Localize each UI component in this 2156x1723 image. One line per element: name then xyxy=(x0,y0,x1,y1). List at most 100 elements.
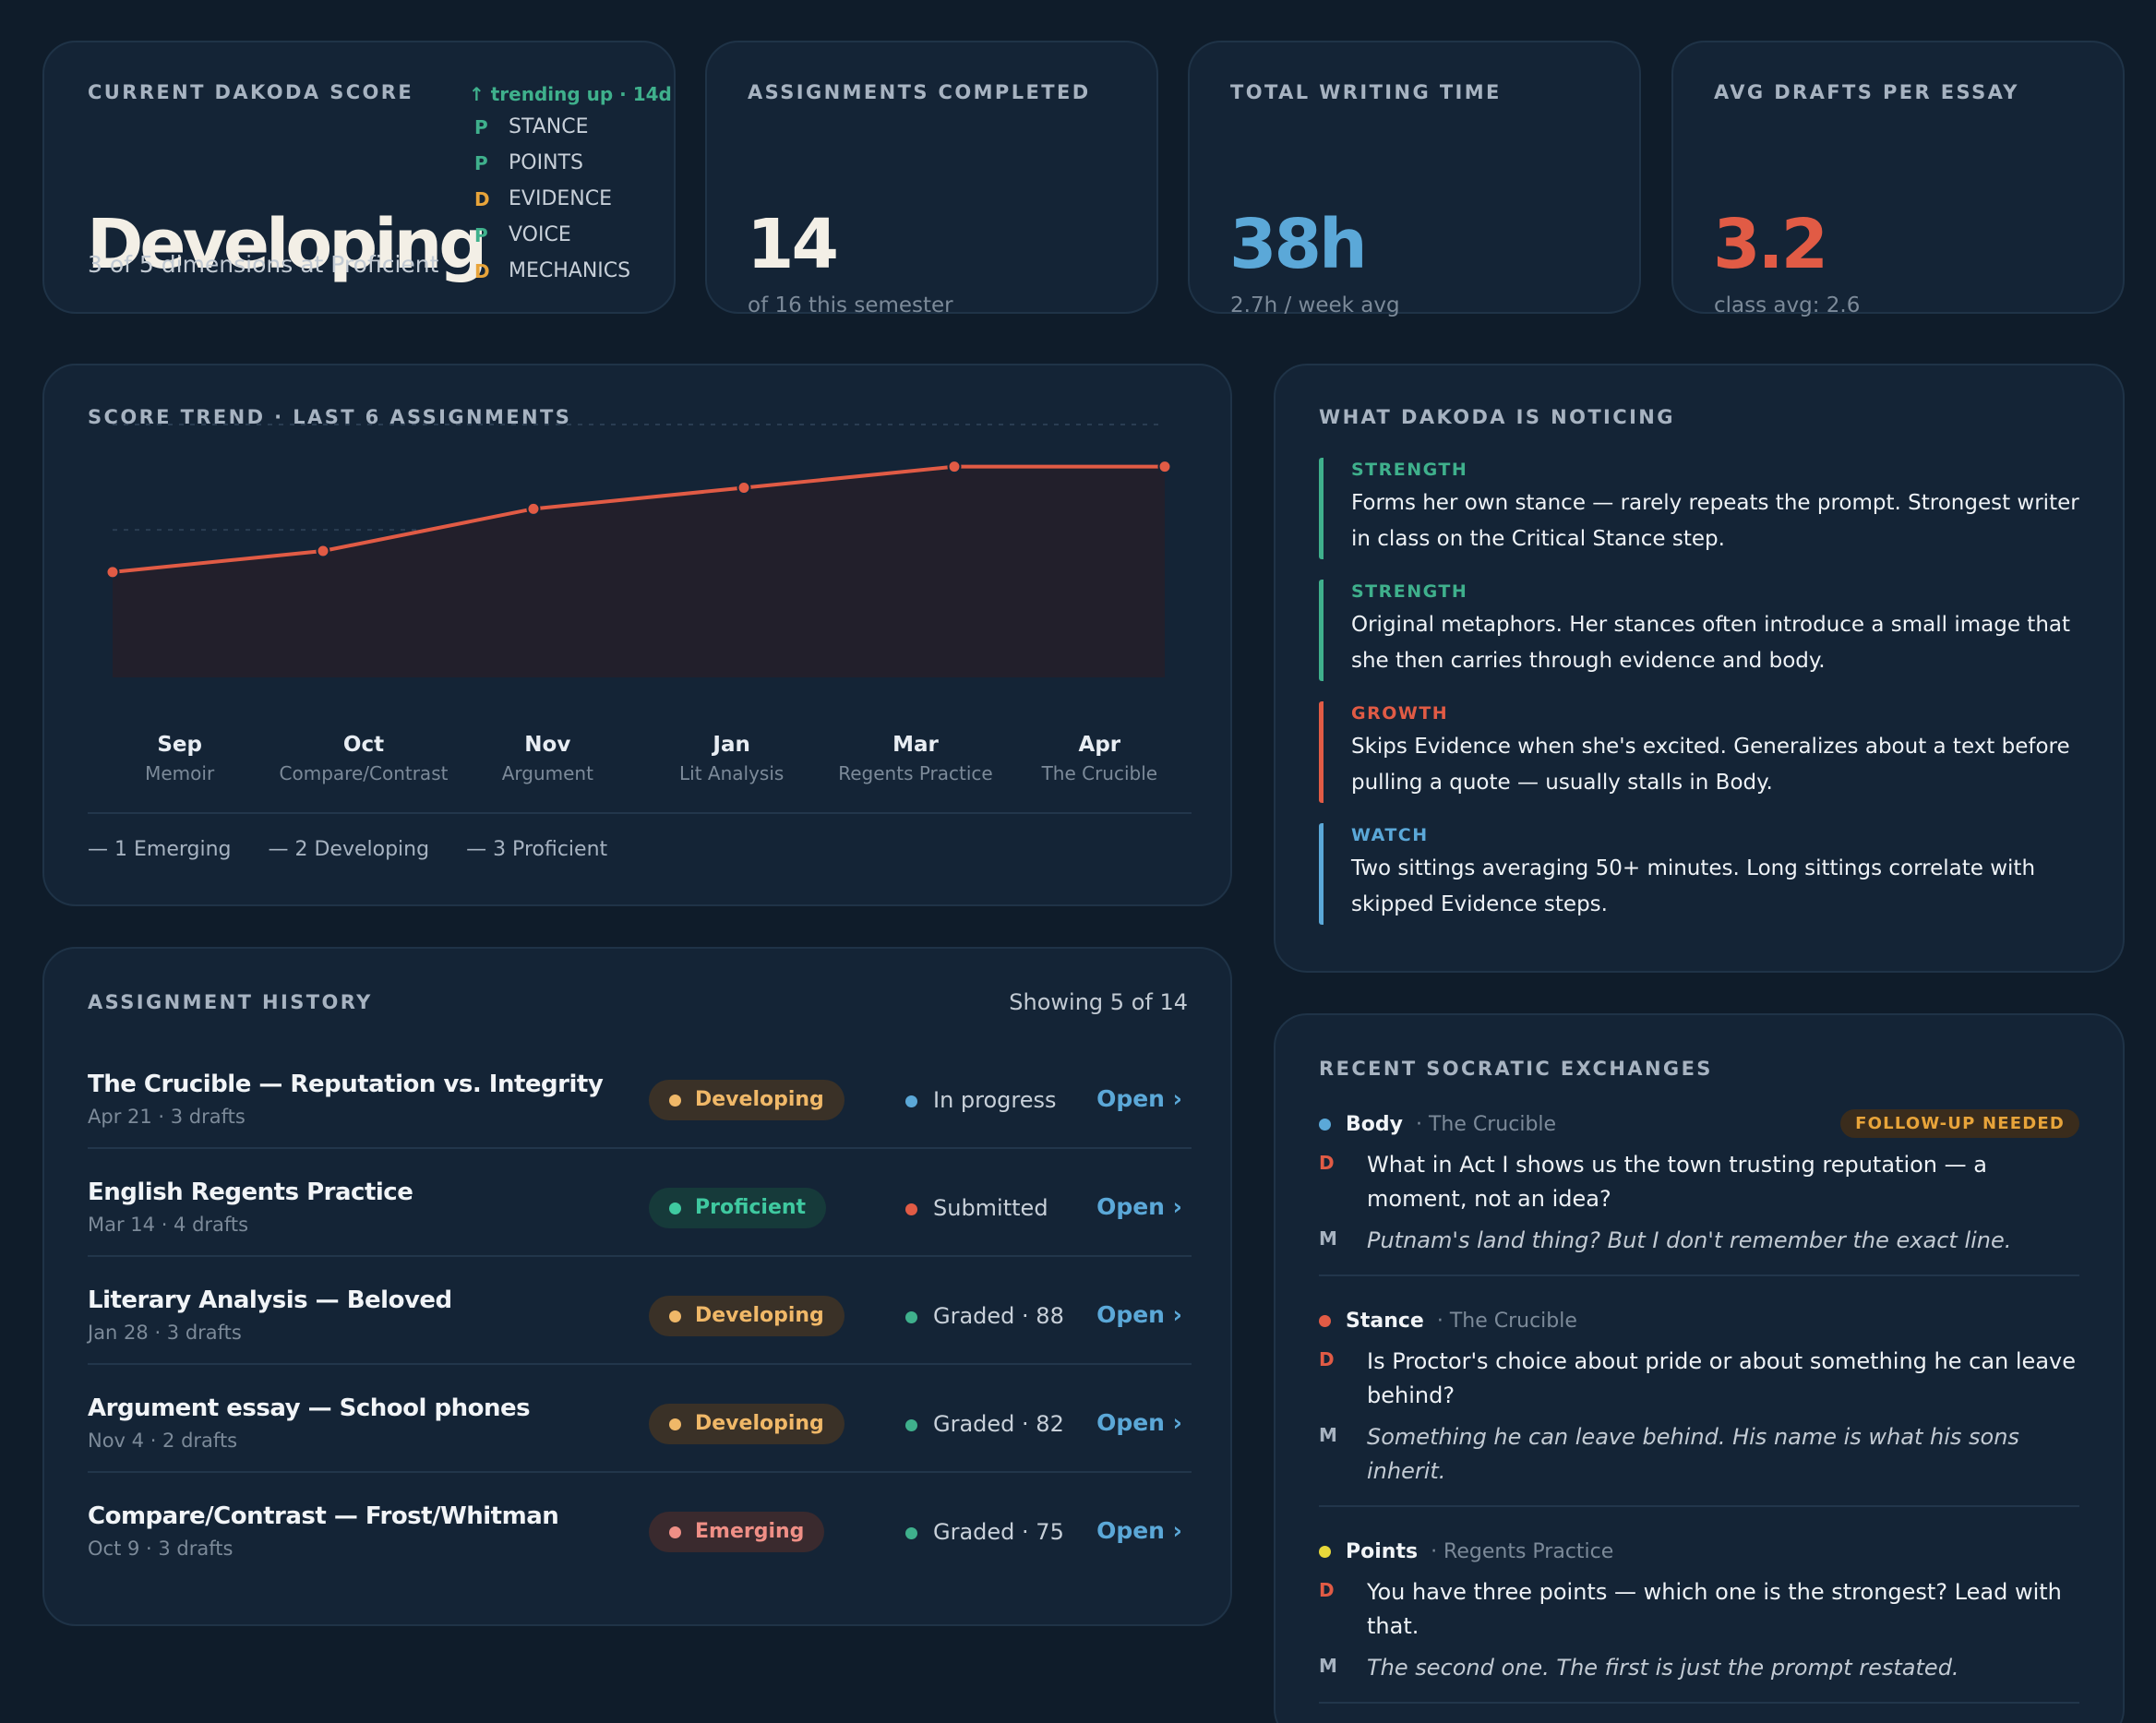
open-link[interactable]: Open › xyxy=(1096,1301,1182,1328)
assignment-title: The Crucible — Reputation vs. Integrity xyxy=(88,1071,604,1098)
status: Graded · 88 xyxy=(905,1303,1064,1329)
series-line xyxy=(112,464,1165,574)
series-area xyxy=(113,466,1165,677)
stat-label: AVG DRAFTS PER ESSAY xyxy=(1714,81,2019,103)
dimension-name: VOICE xyxy=(509,223,571,246)
notice-item: STRENGTH Forms her own stance — rarely re… xyxy=(1319,458,2085,559)
score-label: CURRENT DAKODA SCORE xyxy=(88,81,414,103)
open-link[interactable]: Open › xyxy=(1096,1085,1182,1112)
notice-text: Forms her own stance — rarely repeats th… xyxy=(1351,491,2079,551)
dimension-name: POINTS xyxy=(509,151,583,174)
x-tick: Oct Compare/Contrast xyxy=(271,733,456,784)
exchange-header: Points · Regents Practice xyxy=(1319,1535,2079,1568)
stat-value: 38h xyxy=(1229,205,1368,284)
answer-text: Putnam's land thing? But I don't remembe… xyxy=(1367,1227,2012,1253)
question-text: You have three points — which one is the… xyxy=(1367,1579,2062,1639)
writing-time-card: TOTAL WRITING TIME 38h 2.7h / week avg xyxy=(1188,41,1641,317)
status: Graded · 82 xyxy=(905,1411,1064,1437)
level-badge: Emerging xyxy=(649,1512,825,1552)
notice-kind: STRENGTH xyxy=(1351,460,1468,480)
speaker-tag: D xyxy=(1319,1348,1335,1370)
x-tick-month: Apr xyxy=(1078,733,1121,757)
question-text: What in Act I shows us the town trusting… xyxy=(1367,1152,1987,1212)
status-dot xyxy=(905,1527,917,1539)
legend-item: — 1 Emerging xyxy=(88,838,232,861)
open-link[interactable]: Open › xyxy=(1096,1409,1182,1436)
notice-kind: GROWTH xyxy=(1351,703,1449,724)
dimension-dot xyxy=(1319,1314,1331,1327)
open-link[interactable]: Open › xyxy=(1096,1517,1182,1544)
exchange-context: · The Crucible xyxy=(1436,1309,1577,1333)
student-answer: M Something he can leave behind. His name… xyxy=(1319,1420,2079,1489)
level-dot xyxy=(669,1418,681,1430)
notice-item: WATCH Two sittings averaging 50+ minutes.… xyxy=(1319,823,2085,925)
open-link[interactable]: Open › xyxy=(1096,1193,1182,1220)
assignment-meta: Mar 14 · 4 drafts xyxy=(88,1214,249,1236)
assignments-completed-card: ASSIGNMENTS COMPLETED 14 of 16 this seme… xyxy=(705,41,1158,317)
socratic-label: RECENT SOCRATIC EXCHANGES xyxy=(1319,1058,1713,1080)
noticing-card: WHAT DAKODA IS NOTICING STRENGTH Forms he… xyxy=(1274,364,2125,973)
divider xyxy=(88,812,1192,814)
exchange-item[interactable]: Body · The Crucible FOLLOW-UP NEEDED D What … xyxy=(1319,1107,2079,1276)
dimension-code: D xyxy=(474,259,490,282)
table-row[interactable]: Compare/Contrast — Frost/Whitman Oct 9 · … xyxy=(88,1473,1192,1581)
table-row[interactable]: The Crucible — Reputation vs. Integrity A… xyxy=(88,1041,1192,1149)
score-card: CURRENT DAKODA SCORE ↑ trending up · 14d… xyxy=(42,41,676,314)
level-label: Developing xyxy=(695,1088,824,1111)
level-badge: Proficient xyxy=(649,1188,827,1228)
table-row[interactable]: Argument essay — School phones Nov 4 · 2 … xyxy=(88,1365,1192,1473)
stat-subtitle: of 16 this semester xyxy=(748,293,953,317)
dakoda-question: D Is Proctor's choice about pride or abou… xyxy=(1319,1345,2079,1413)
level-label: Developing xyxy=(695,1412,824,1435)
dakoda-question: D What in Act I shows us the town trustin… xyxy=(1319,1148,2079,1216)
dimension-code: P xyxy=(474,115,488,138)
level-badge: Developing xyxy=(649,1296,844,1336)
exchange-header: Body · The Crucible xyxy=(1319,1107,2079,1141)
status: In progress xyxy=(905,1087,1057,1113)
data-point xyxy=(1157,460,1172,474)
exchange-item[interactable]: Stance · The Crucible D Is Proctor's choice… xyxy=(1319,1304,2079,1507)
x-tick: Nov Argument xyxy=(455,733,640,784)
speaker-tag: D xyxy=(1319,1579,1335,1601)
dimension-code: P xyxy=(474,151,488,174)
dimension-item: P POINTS xyxy=(474,145,630,181)
legend-item: — 3 Proficient xyxy=(466,838,608,861)
dimension-list: P STANCE P POINTS D EVIDENCE P VOICE D MECHANICS xyxy=(474,109,630,289)
score-trend-chart xyxy=(105,424,1172,677)
chart-label: SCORE TREND · LAST 6 ASSIGNMENTS xyxy=(88,406,572,428)
chart-x-axis: Sep Memoir Oct Compare/Contrast Nov Argument J… xyxy=(88,733,1192,797)
history-list: The Crucible — Reputation vs. Integrity A… xyxy=(88,1041,1192,1581)
status-label: Graded · 82 xyxy=(933,1411,1064,1437)
x-tick-assignment: The Crucible xyxy=(1041,762,1158,784)
follow-up-badge: FOLLOW-UP NEEDED xyxy=(1840,1109,2079,1138)
exchange-dimension: Body xyxy=(1346,1112,1403,1136)
exchange-dimension: Stance xyxy=(1346,1309,1424,1333)
table-row[interactable]: Literary Analysis — Beloved Jan 28 · 3 dr… xyxy=(88,1257,1192,1365)
level-label: Developing xyxy=(695,1304,824,1327)
answer-text: The second one. The first is just the pr… xyxy=(1367,1655,1959,1681)
notice-item: GROWTH Skips Evidence when she's excited.… xyxy=(1319,701,2085,803)
assignment-meta: Apr 21 · 3 drafts xyxy=(88,1106,246,1128)
speaker-tag: M xyxy=(1319,1424,1337,1446)
exchange-item[interactable]: Points · Regents Practice D You have three … xyxy=(1319,1535,2079,1704)
data-point xyxy=(316,544,330,558)
speaker-tag: M xyxy=(1319,1655,1337,1677)
dimension-name: MECHANICS xyxy=(509,259,631,282)
notice-text: Two sittings averaging 50+ minutes. Long… xyxy=(1351,856,2036,916)
notice-kind: STRENGTH xyxy=(1351,581,1468,602)
status: Submitted xyxy=(905,1195,1048,1221)
x-tick-assignment: Memoir xyxy=(145,762,215,784)
x-tick-assignment: Lit Analysis xyxy=(679,762,785,784)
speaker-tag: D xyxy=(1319,1152,1335,1174)
noticing-list: STRENGTH Forms her own stance — rarely re… xyxy=(1319,458,2085,945)
data-point xyxy=(737,481,751,495)
table-row[interactable]: English Regents Practice Mar 14 · 4 draft… xyxy=(88,1149,1192,1257)
status-dot xyxy=(905,1095,917,1107)
exchange-list: Body · The Crucible FOLLOW-UP NEEDED D What … xyxy=(1319,1107,2079,1723)
level-badge: Developing xyxy=(649,1080,844,1120)
question-text: Is Proctor's choice about pride or about… xyxy=(1367,1348,2076,1408)
x-tick: Sep Memoir xyxy=(88,733,272,784)
exchange-context: · Regents Practice xyxy=(1431,1539,1614,1563)
trend-indicator: ↑ trending up · 14d xyxy=(469,83,672,105)
score-value: Developing xyxy=(87,205,487,284)
